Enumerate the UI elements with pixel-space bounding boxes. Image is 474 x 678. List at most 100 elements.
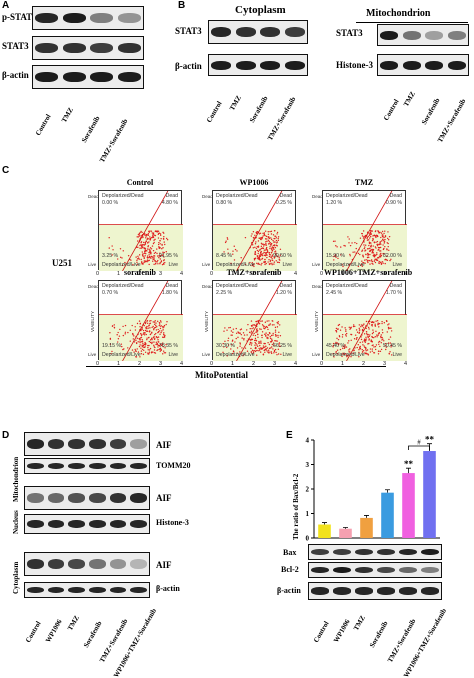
cell-line-label: U251	[52, 258, 72, 268]
blot-band	[354, 587, 373, 595]
panel-a-label: A	[2, 0, 10, 11]
blot-band	[420, 566, 439, 574]
blot-band	[260, 27, 281, 37]
blot-band	[235, 27, 256, 37]
quadrant-label: 0.80 %	[216, 200, 233, 206]
quadrant-label: Depolarized/Live	[102, 352, 141, 358]
quadrant-label: 78.35 %	[158, 343, 178, 349]
blot-b-cyto-stat3	[208, 20, 308, 44]
flow-plot: Depolarized/Dead 0.00 % Dead 4.80 % 3.25 % De…	[98, 190, 183, 271]
quadrant-label: Depolarized/Live	[326, 352, 365, 358]
blot-band	[35, 72, 59, 82]
blot-band	[62, 13, 86, 23]
blot-band	[425, 30, 444, 40]
quadrant-label: Live	[168, 262, 178, 268]
x-tick-label: 0	[320, 271, 324, 277]
y-tick-label: 2	[306, 486, 310, 494]
blot-band	[47, 559, 65, 569]
blot-band	[376, 587, 395, 595]
blot-band	[235, 60, 256, 70]
y-tick-label: Live	[88, 262, 97, 267]
quadrant-label: Depolarized/Live	[102, 262, 141, 268]
y-tick-label: Live	[202, 352, 211, 357]
blot-band	[47, 586, 65, 594]
blot-band	[26, 586, 44, 594]
quadrant-label: Depolarized/Live	[216, 262, 255, 268]
x-tick-label: 2	[138, 271, 142, 277]
quadrant-label: 4.80 %	[161, 200, 178, 206]
blot-b-mito-stat3	[377, 24, 469, 46]
lane-label: TMZ	[402, 90, 417, 108]
y-tick-label: 4	[306, 437, 310, 445]
quadrant-label: Dead	[389, 283, 402, 289]
panel-c-label: C	[2, 165, 10, 176]
panel-d-row-label: β-actin	[156, 584, 180, 593]
blot-band	[130, 493, 148, 503]
bar	[339, 528, 352, 538]
blot-band	[380, 30, 399, 40]
x-tick-label: 1	[341, 271, 345, 277]
blot-band	[398, 548, 417, 556]
quadrant-label: 0.70 %	[102, 290, 119, 296]
blot-band	[376, 548, 395, 556]
blot-band	[130, 462, 148, 470]
flow-plot-title: WP1006	[239, 178, 269, 187]
x-tick-label: 4	[294, 361, 298, 367]
lane-label: Sorafenib	[368, 619, 390, 649]
quadrant-label: 30.30 %	[216, 343, 236, 349]
blot-band	[130, 519, 148, 529]
blot-band	[425, 60, 444, 70]
flow-plot-title: TMZ+sorafenib	[226, 268, 282, 277]
blot-band	[47, 519, 65, 529]
panel-a-row-label: STAT3	[2, 41, 29, 51]
blot-band	[68, 439, 86, 449]
lane-label: TMZ+Sorafenib	[266, 95, 298, 142]
quadrant-label: Dead	[279, 193, 292, 199]
blot-band	[109, 439, 127, 449]
blot-band	[354, 548, 373, 556]
panel-d-row-label: AIF	[156, 560, 172, 570]
panel-a-row-label: p-STAT3	[2, 12, 37, 22]
panel-b-row-label: STAT3	[336, 28, 363, 38]
blot-band	[47, 493, 65, 503]
lane-label: TMZ	[228, 94, 243, 112]
blot-band	[68, 519, 86, 529]
x-tick-label: 4	[180, 361, 184, 367]
flow-plot: Depolarized/Dead 2.45 % Dead 1.70 % 45.40 % D…	[322, 280, 407, 361]
blot-band	[47, 439, 65, 449]
blot-band	[332, 566, 351, 574]
flow-plot: Depolarized/Dead 0.80 % Dead 0.25 % 8.45 % De…	[212, 190, 297, 271]
flow-plot-title: TMZ	[354, 178, 374, 187]
lane-label: Sorafenib	[420, 96, 442, 126]
y-tick-label: Live	[88, 352, 97, 357]
blot-band	[62, 43, 86, 53]
blot-band	[130, 559, 148, 569]
quadrant-label: 90.50 %	[272, 253, 292, 259]
bar	[381, 492, 394, 538]
blot-band	[26, 559, 44, 569]
blot-band	[130, 586, 148, 594]
x-tick-label: 0	[96, 361, 100, 367]
blot-band	[88, 439, 106, 449]
lane-label: Control	[205, 99, 224, 124]
panel-d-row-label: Histone-3	[156, 518, 189, 527]
x-tick-label: 0	[210, 271, 214, 277]
y-tick-label: 1	[306, 510, 310, 518]
quadrant-label: Depolarized/Dead	[216, 283, 258, 289]
x-tick-label: 3	[159, 361, 163, 367]
quadrant-label: 3.25 %	[102, 253, 119, 259]
blot-band	[90, 72, 114, 82]
panel-b-label: B	[178, 0, 186, 11]
blot-band	[109, 559, 127, 569]
error-bar	[364, 515, 369, 518]
panel-d-row-label: AIF	[156, 440, 172, 450]
blot-band	[88, 586, 106, 594]
quadrant-label: Depolarized/Live	[216, 352, 255, 358]
lane-label: TMZ	[60, 106, 75, 124]
section-label: Cytoplasm	[12, 561, 20, 594]
divider	[356, 22, 468, 23]
x-tick-label: 4	[294, 271, 298, 277]
x-tick-label: 0	[320, 361, 324, 367]
blot-band	[26, 439, 44, 449]
bar	[360, 517, 373, 538]
